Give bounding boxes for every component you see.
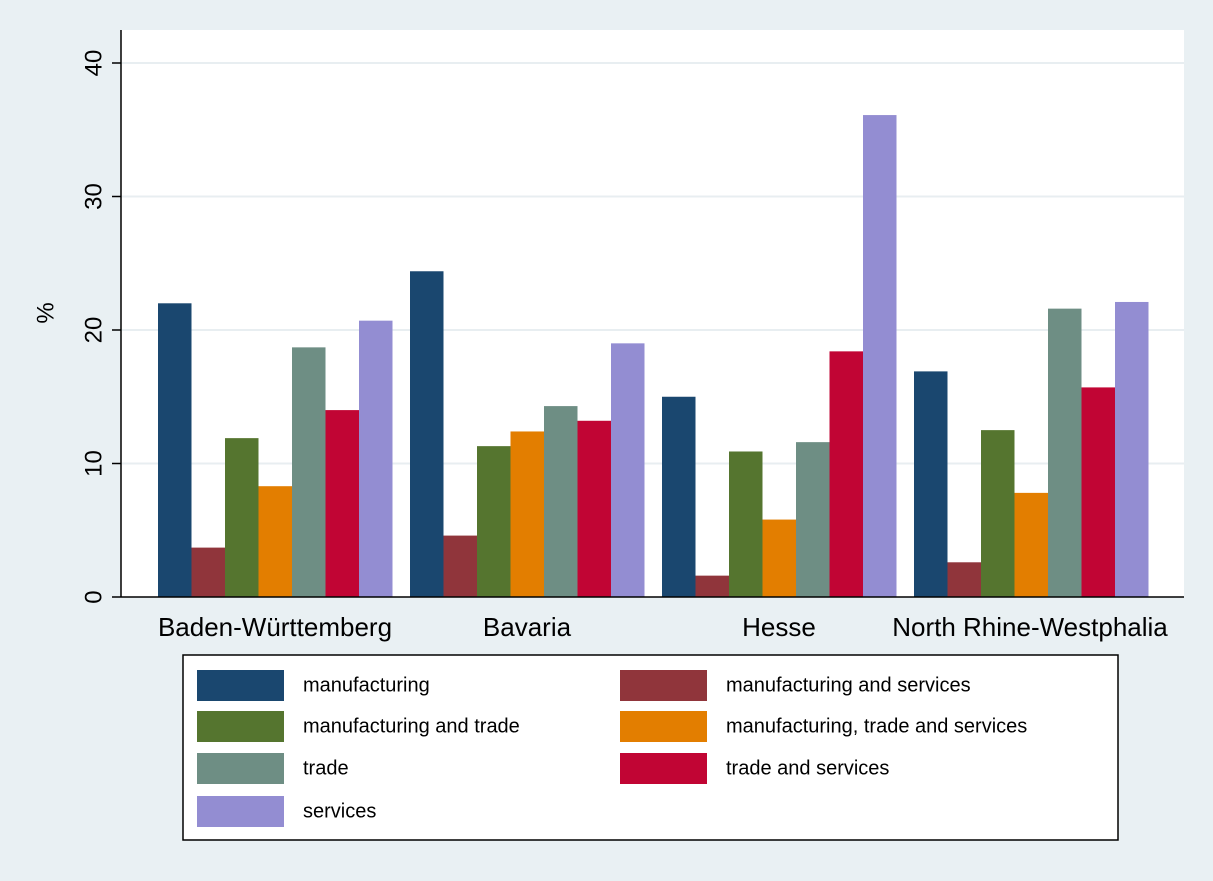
legend-label: services (303, 800, 376, 822)
legend-swatch (620, 711, 707, 742)
bar (947, 562, 981, 597)
bar (325, 410, 359, 597)
y-tick-label: 20 (80, 317, 107, 344)
bar (443, 535, 477, 597)
legend-label: manufacturing (303, 674, 430, 696)
category-label: Baden-Württemberg (158, 612, 392, 642)
category-label: Bavaria (483, 612, 572, 642)
legend-label: trade (303, 757, 349, 779)
category-labels: Baden-Württemberg Bavaria Hesse North Rhine… (158, 612, 1168, 642)
legend-swatch (197, 753, 284, 784)
bar (577, 420, 611, 597)
legend-label: manufacturing and services (726, 674, 971, 696)
legend-swatch (197, 711, 284, 742)
legend-label: manufacturing and trade (303, 715, 520, 737)
bar (477, 446, 511, 597)
legend-swatch (197, 796, 284, 827)
legend-swatch (620, 670, 707, 701)
bar (729, 451, 763, 597)
bar (829, 351, 863, 597)
bar (1081, 387, 1115, 597)
legend: manufacturing manufacturing and services m… (197, 670, 1027, 827)
bar (510, 431, 544, 597)
bar (1048, 308, 1082, 597)
category-label: North Rhine-Westphalia (892, 612, 1168, 642)
bar (410, 271, 444, 597)
bar (662, 396, 696, 597)
bar (544, 406, 578, 597)
y-tick-label: 0 (80, 590, 107, 603)
bar (611, 343, 645, 597)
legend-label: trade and services (726, 757, 889, 779)
bar (863, 115, 897, 597)
y-tick-label: 40 (80, 50, 107, 77)
legend-swatch (197, 670, 284, 701)
bar (762, 519, 796, 597)
bar (292, 347, 326, 597)
bar (981, 430, 1015, 597)
y-tick-label: 30 (80, 183, 107, 210)
legend-label: manufacturing, trade and services (726, 715, 1027, 737)
bar (695, 575, 729, 597)
bar (1014, 492, 1048, 597)
y-tick-label: 10 (80, 450, 107, 477)
bar (359, 320, 393, 597)
bar (225, 438, 259, 597)
bar (258, 486, 292, 597)
bars (158, 115, 1149, 597)
legend-swatch (620, 753, 707, 784)
y-axis-ticks: 0 10 20 30 40 (80, 50, 121, 604)
category-label: Hesse (742, 612, 816, 642)
y-axis-title: % (32, 302, 59, 323)
bar (158, 303, 192, 597)
bar (1115, 301, 1149, 597)
bar (191, 547, 225, 597)
bar (796, 442, 830, 597)
bar (914, 371, 948, 597)
